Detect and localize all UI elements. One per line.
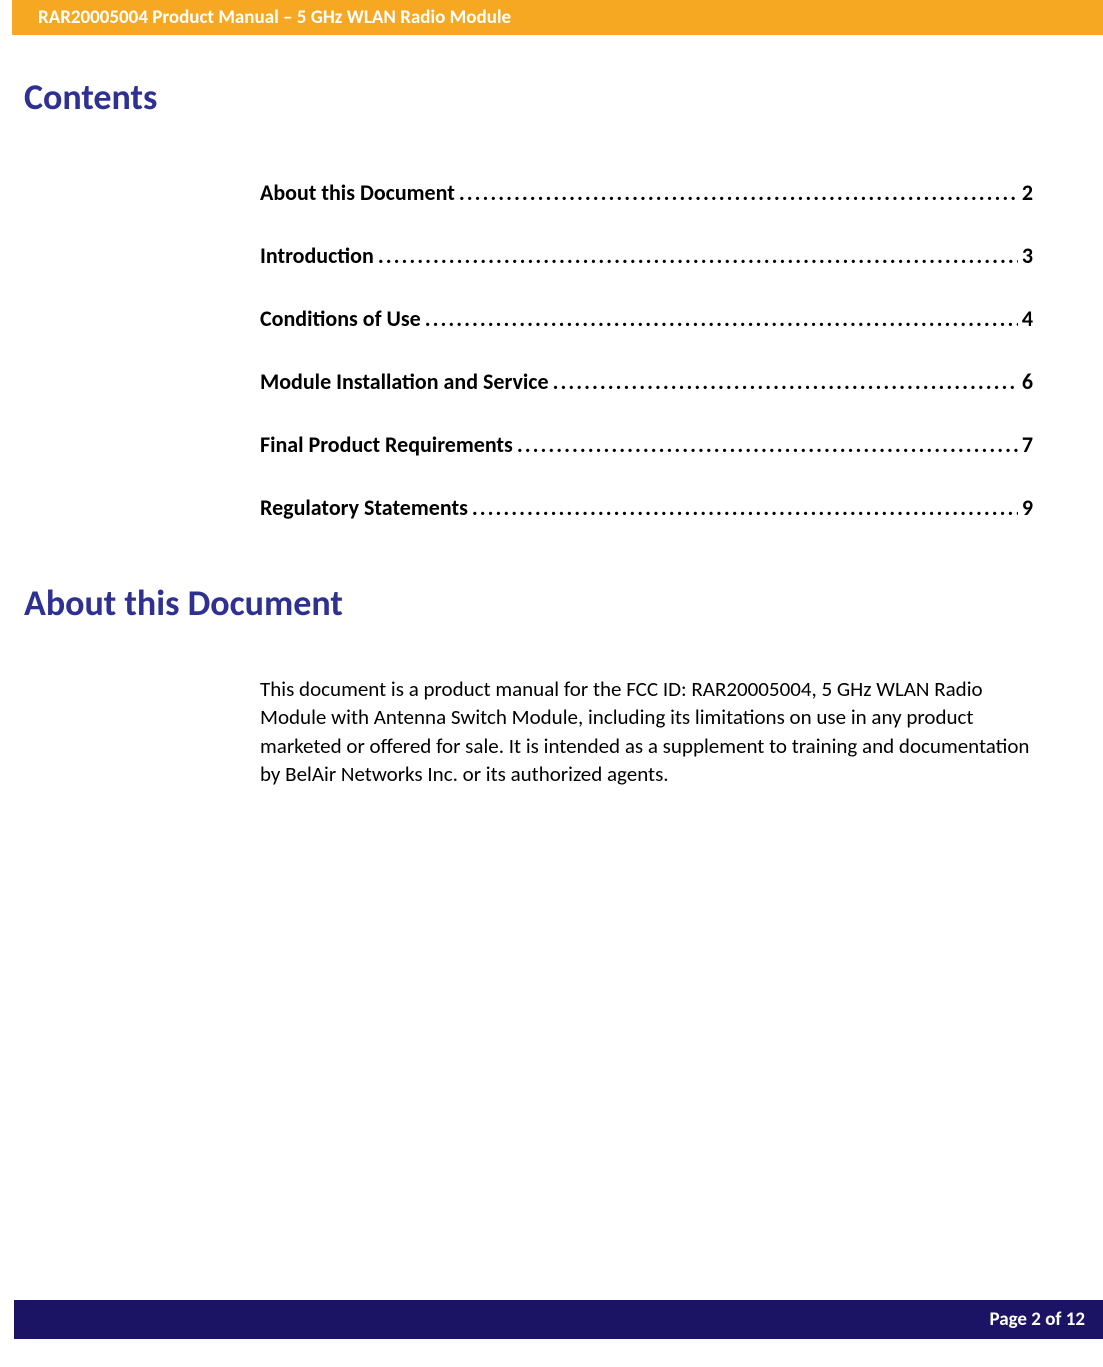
toc-page: 4 xyxy=(1022,305,1033,332)
header-bar: RAR20005004 Product Manual – 5 GHz WLAN … xyxy=(12,0,1103,35)
toc-label: Introduction xyxy=(260,242,374,269)
toc-dots: ........................................… xyxy=(425,305,1018,332)
toc-dots: ........................................… xyxy=(459,179,1018,206)
toc: About this Document ....................… xyxy=(260,179,1033,521)
toc-label: Final Product Requirements xyxy=(260,431,513,458)
toc-item: Module Installation and Service ........… xyxy=(260,368,1033,395)
toc-dots: ........................................… xyxy=(517,431,1018,458)
toc-item: Final Product Requirements .............… xyxy=(260,431,1033,458)
toc-dots: ........................................… xyxy=(472,494,1018,521)
toc-page: 2 xyxy=(1022,179,1033,206)
toc-page: 7 xyxy=(1022,431,1033,458)
toc-label: Module Installation and Service xyxy=(260,368,549,395)
toc-page: 9 xyxy=(1022,494,1033,521)
toc-item: Introduction ...........................… xyxy=(260,242,1033,269)
footer-bar: Page 2 of 12 xyxy=(14,1300,1103,1339)
toc-label: Regulatory Statements xyxy=(260,494,468,521)
footer-text: Page 2 of 12 xyxy=(990,1308,1086,1331)
toc-label: About this Document xyxy=(260,179,455,206)
toc-label: Conditions of Use xyxy=(260,305,421,332)
toc-page: 6 xyxy=(1022,368,1033,395)
toc-item: About this Document ....................… xyxy=(260,179,1033,206)
toc-item: Regulatory Statements ..................… xyxy=(260,494,1033,521)
header-title: RAR20005004 Product Manual – 5 GHz WLAN … xyxy=(38,6,511,29)
toc-item: Conditions of Use ......................… xyxy=(260,305,1033,332)
toc-dots: ........................................… xyxy=(553,368,1018,395)
about-heading: About this Document xyxy=(24,581,1043,625)
about-body-text: This document is a product manual for th… xyxy=(260,675,1033,788)
content-area: Contents About this Document ...........… xyxy=(0,35,1103,788)
contents-heading: Contents xyxy=(24,75,1043,119)
toc-page: 3 xyxy=(1022,242,1033,269)
toc-dots: ........................................… xyxy=(378,242,1018,269)
